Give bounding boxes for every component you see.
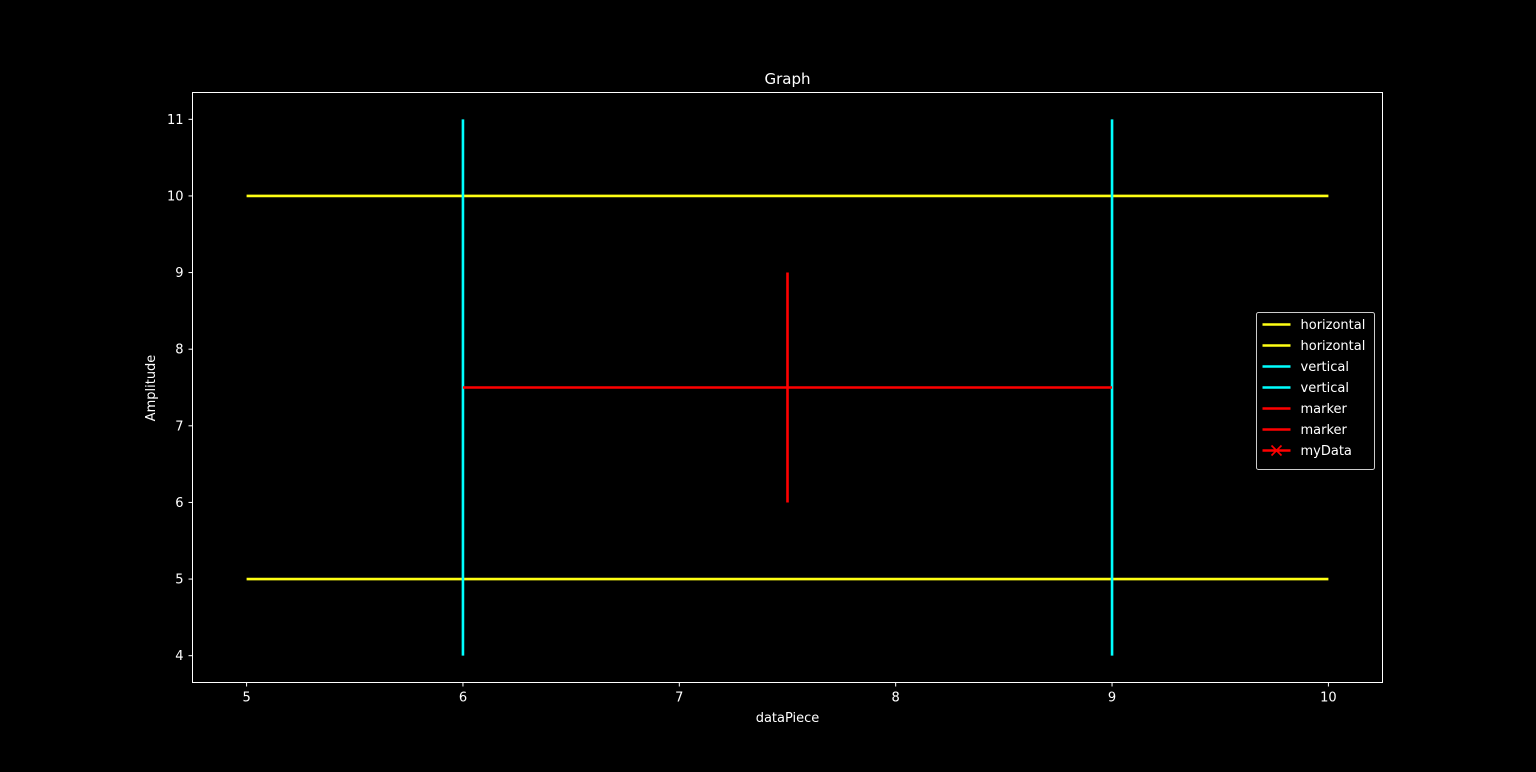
- y-tick-label: 10: [167, 189, 184, 204]
- x-tick-label: 5: [242, 691, 250, 706]
- y-tick-label: 11: [167, 113, 184, 128]
- y-axis-label: Amplitude: [144, 355, 159, 422]
- series-layer: [246, 119, 1329, 656]
- x-tick-label: 6: [459, 691, 467, 706]
- legend: horizontal horizontal vertical vertical mark…: [1256, 312, 1375, 470]
- plot-frame: [192, 92, 1383, 683]
- legend-label: myData: [1301, 444, 1352, 459]
- y-axis-ticks: 4 5 6 7 8 9 10 11: [167, 113, 193, 664]
- x-axis-label: dataPiece: [756, 711, 820, 726]
- x-tick-label: 7: [675, 691, 683, 706]
- x-axis-ticks: 5 6 7 8 9 10: [242, 682, 1337, 706]
- legend-label: vertical: [1301, 381, 1349, 396]
- legend-label: horizontal: [1301, 318, 1366, 333]
- y-tick-label: 5: [175, 573, 183, 588]
- y-tick-label: 7: [175, 419, 183, 434]
- x-tick-label: 10: [1320, 691, 1337, 706]
- legend-label: marker: [1301, 402, 1348, 417]
- y-tick-label: 9: [175, 266, 183, 281]
- x-tick-label: 8: [892, 691, 900, 706]
- x-tick-label: 9: [1108, 691, 1116, 706]
- legend-label: vertical: [1301, 360, 1349, 375]
- y-tick-label: 6: [175, 496, 183, 511]
- legend-marker-x: [1270, 444, 1283, 457]
- legend-label: marker: [1301, 423, 1348, 438]
- y-tick-label: 4: [175, 649, 183, 664]
- y-tick-label: 8: [175, 343, 183, 358]
- chart-title: Graph: [764, 70, 810, 88]
- legend-label: horizontal: [1301, 339, 1366, 354]
